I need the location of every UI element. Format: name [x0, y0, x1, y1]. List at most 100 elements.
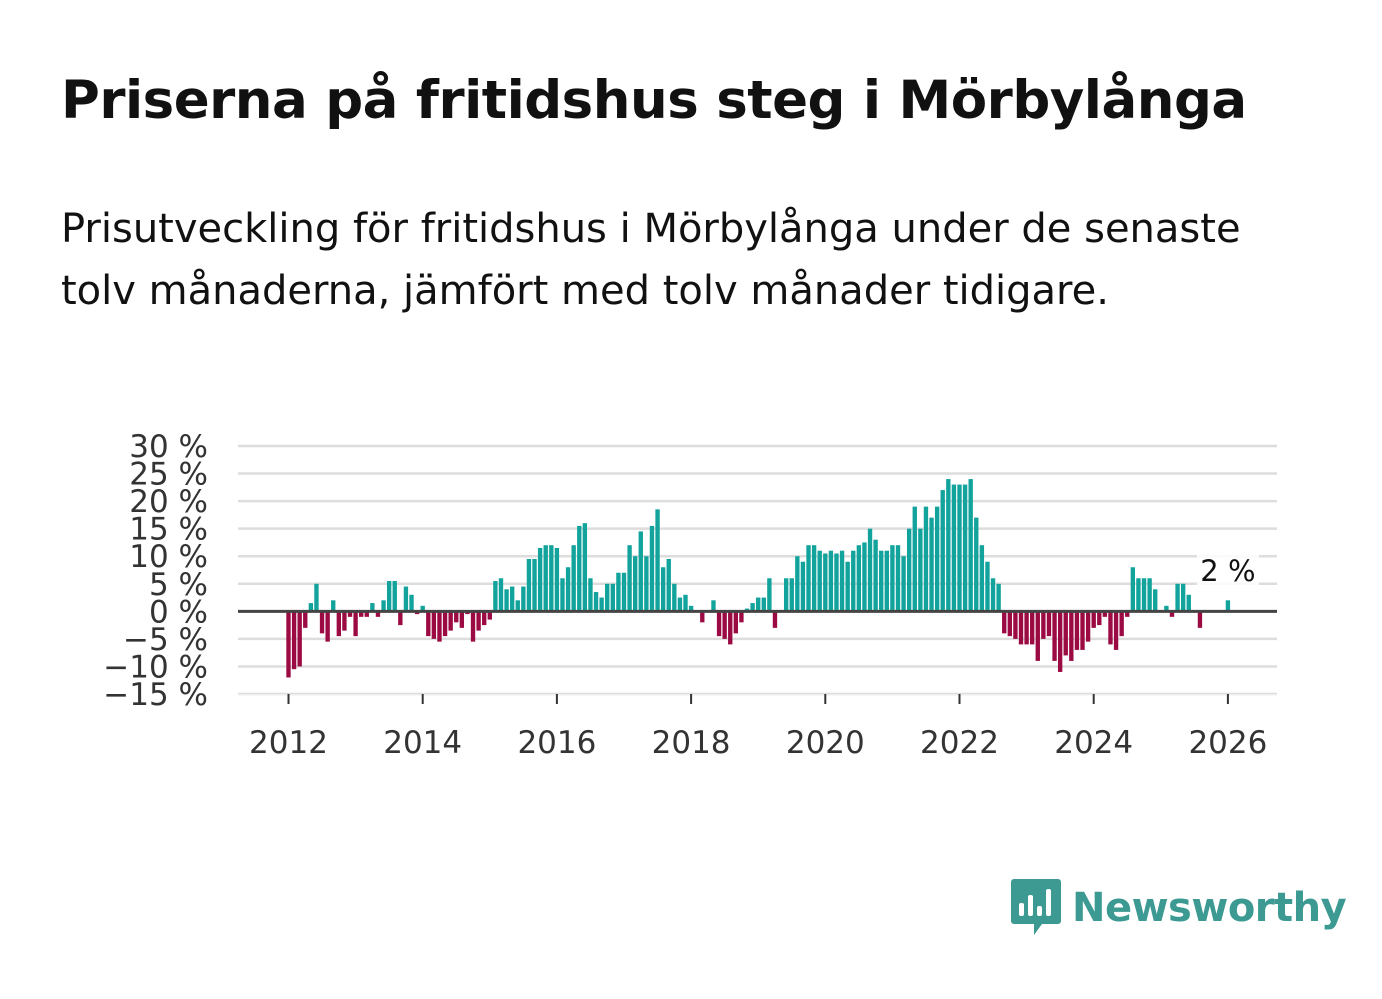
bar: [448, 611, 453, 631]
grid-lines: [238, 444, 1277, 696]
bar: [957, 484, 962, 612]
bar: [342, 611, 347, 631]
bar: [1046, 611, 1052, 637]
bar: [968, 479, 973, 612]
bar: [1197, 611, 1203, 628]
y-tick-label: 10 %: [129, 539, 208, 575]
bar: [1130, 567, 1136, 612]
y-axis-labels: 30 %25 %20 %15 %10 %5 %0 %−5 %−10 %−15 %: [103, 429, 208, 713]
bar: [498, 578, 504, 612]
bar: [828, 550, 834, 612]
bar: [297, 611, 302, 667]
bar: [996, 583, 1001, 612]
bar: [549, 545, 554, 612]
bar: [431, 611, 437, 639]
bar: [962, 484, 968, 612]
bar: [1007, 611, 1012, 637]
bar: [974, 517, 979, 612]
bar: [912, 506, 917, 612]
bar: [1164, 605, 1169, 612]
bar: [1097, 611, 1102, 626]
bar: [325, 611, 330, 642]
bar: [750, 603, 755, 612]
bar: [761, 597, 766, 612]
bar: [1057, 611, 1063, 672]
bar: [1180, 583, 1186, 612]
bar: [1024, 611, 1029, 645]
bar: [879, 550, 884, 612]
bar: [862, 542, 867, 612]
y-tick-label: −5 %: [123, 622, 208, 658]
bars: [286, 479, 1231, 678]
bar: [660, 567, 666, 612]
bar: [1052, 611, 1057, 661]
bar: [716, 611, 722, 637]
bar: [437, 611, 442, 642]
y-tick-label: −15 %: [103, 677, 208, 713]
bar: [1030, 611, 1035, 645]
bar: [1002, 611, 1007, 634]
bar: [420, 605, 425, 612]
bar: [1186, 594, 1191, 612]
bar: [588, 578, 593, 612]
bar: [918, 528, 923, 612]
x-tick-label: 2026: [1188, 725, 1267, 761]
bar: [504, 589, 509, 612]
bar: [811, 545, 817, 612]
bar: [543, 545, 548, 612]
bar: [756, 597, 761, 612]
bar: [934, 506, 940, 612]
annotation-background: [1196, 548, 1259, 588]
bar: [722, 611, 727, 639]
bar: [1018, 611, 1024, 645]
bar: [1085, 611, 1091, 642]
bar: [1119, 611, 1124, 637]
bar: [851, 550, 856, 612]
bar: [1080, 611, 1085, 650]
bar: [409, 594, 414, 612]
y-tick-label: 15 %: [129, 512, 208, 548]
bar: [303, 611, 308, 628]
bar: [403, 586, 409, 612]
bar: [789, 578, 794, 612]
bar: [537, 547, 543, 612]
bar: [442, 611, 448, 637]
bar: [1035, 611, 1040, 661]
bar: [386, 581, 392, 612]
x-tick-label: 2012: [249, 725, 328, 761]
bar: [890, 545, 895, 612]
bar: [839, 550, 845, 612]
x-tick-label: 2014: [383, 725, 462, 761]
bar: [739, 611, 744, 623]
x-tick-label: 2020: [786, 725, 865, 761]
bar: [286, 611, 291, 678]
bar: [633, 556, 638, 612]
bar: [1141, 578, 1147, 612]
bar: [1102, 611, 1108, 617]
bar: [672, 583, 677, 612]
bar: [940, 490, 945, 612]
bar: [873, 539, 878, 612]
bar: [291, 611, 297, 670]
bar: [666, 558, 671, 612]
bar: [571, 545, 576, 612]
bar: [1013, 611, 1018, 639]
bar: [560, 578, 565, 612]
bar: [834, 553, 839, 612]
bar: [364, 611, 369, 617]
bar: [331, 600, 336, 612]
bar: [470, 611, 476, 642]
bar: [906, 528, 912, 612]
bar: [1041, 611, 1046, 639]
bar: [688, 605, 694, 612]
bar: [795, 556, 800, 612]
bar: [454, 611, 459, 623]
bar: [817, 550, 822, 612]
bar: [319, 611, 325, 634]
bar: [806, 545, 811, 612]
bar: [526, 558, 532, 612]
bar: [901, 556, 906, 612]
bar: [621, 572, 627, 612]
bar: [582, 523, 588, 612]
chart-title: Priserna på fritidshus steg i Mörbylånga: [61, 70, 1247, 131]
